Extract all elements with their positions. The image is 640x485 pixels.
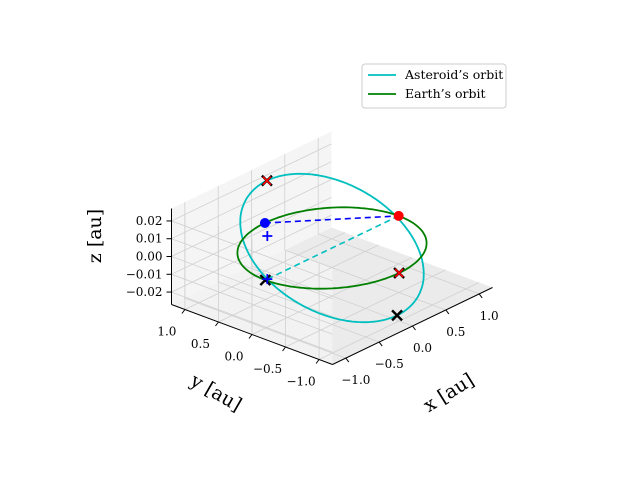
x-tick-label-2: 0.0: [413, 341, 432, 355]
y-axis-label: y [au]: [186, 369, 246, 416]
x-gridline-3: [284, 154, 446, 311]
x-gridline-4: [317, 137, 480, 295]
x-tick-0: [345, 357, 350, 363]
legend-label-earth: Earth’s orbit: [405, 86, 486, 101]
tick-labels: −1.0 −0.5 0.0 0.5 1.0 −1.0 −0.5 0.0 0.5 1.0 −0.02 −…: [126, 214, 499, 389]
point-marker-8: [262, 176, 272, 186]
y-tick-3: [215, 321, 219, 327]
x-tick-2: [412, 325, 416, 331]
point-marker-1: [393, 210, 404, 221]
dashed-line-0: [264, 215, 399, 224]
y-tick-2: [248, 334, 253, 339]
z-tick-label-2: 0.00: [136, 250, 163, 264]
x-tick-label-1: −0.5: [375, 357, 404, 371]
x-tick-label-0: −1.0: [341, 373, 370, 387]
point-markers: [259, 174, 405, 322]
point-marker-5: [391, 309, 403, 322]
x-tick-3: [445, 309, 450, 315]
x-tick-label-4: 1.0: [480, 309, 499, 323]
point-marker-0: [259, 218, 270, 228]
z-axis-label: z [au]: [84, 209, 106, 263]
axis-lines: [166, 208, 493, 365]
x-tick-4: [478, 293, 483, 299]
z-tick-label-3: 0.01: [136, 232, 163, 246]
point-marker-9: [394, 268, 404, 278]
point-marker-6: [262, 231, 273, 242]
y-tick-label-1: −0.5: [253, 362, 282, 376]
y-tick-label-0: −1.0: [287, 375, 316, 389]
y-tick-0: [315, 359, 320, 364]
y-tick-4: [181, 309, 186, 314]
dashed-line-1: [266, 216, 398, 280]
legend: Asteroid’s orbit Earth’s orbit: [361, 63, 507, 109]
x-tick-label-3: 0.5: [446, 325, 465, 339]
x-axis-label: x [au]: [420, 369, 478, 417]
z-tick-label-4: 0.02: [136, 214, 163, 228]
x-gridline-2: [251, 170, 413, 327]
y-tick-label-3: 0.5: [191, 337, 210, 351]
point-marker-7: [262, 274, 273, 285]
z-tick-label-0: −0.02: [126, 285, 163, 299]
x-tick-1: [378, 341, 383, 347]
legend-label-asteroid: Asteroid’s orbit: [404, 67, 503, 82]
y-tick-label-4: 1.0: [157, 325, 176, 339]
legend-box: [361, 63, 507, 109]
y-tick-label-2: 0.0: [224, 350, 243, 364]
y-tick-1: [282, 346, 286, 352]
z-tick-label-1: −0.01: [126, 267, 163, 281]
point-marker-2: [259, 274, 272, 286]
